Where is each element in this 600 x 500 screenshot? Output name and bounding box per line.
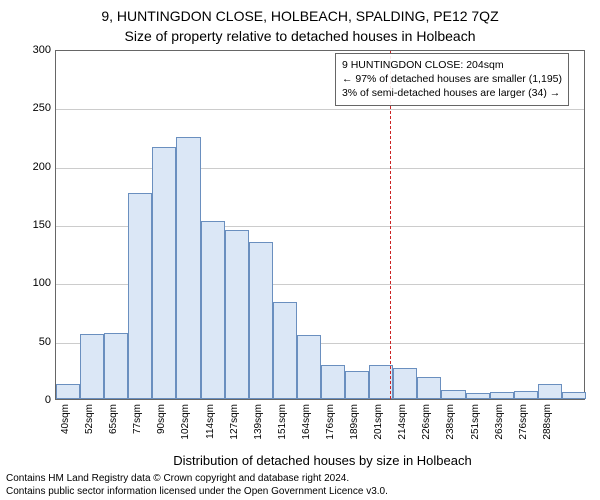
histogram-bar bbox=[201, 221, 225, 400]
histogram-bar bbox=[297, 335, 321, 399]
y-tick-label: 50 bbox=[11, 336, 51, 348]
x-tick-label: 102sqm bbox=[180, 404, 191, 464]
chart-subtitle: Size of property relative to detached ho… bbox=[0, 28, 600, 44]
x-tick-label: 189sqm bbox=[349, 404, 360, 464]
x-tick-label: 139sqm bbox=[253, 404, 264, 464]
gridline bbox=[56, 109, 584, 110]
x-tick-label: 77sqm bbox=[132, 404, 143, 464]
y-tick-label: 300 bbox=[11, 44, 51, 56]
annotation-box: 9 HUNTINGDON CLOSE: 204sqm ← 97% of detac… bbox=[335, 53, 569, 106]
histogram-bar bbox=[152, 147, 176, 399]
histogram-bar bbox=[56, 384, 80, 399]
histogram-bar bbox=[321, 365, 345, 399]
histogram-bar bbox=[441, 390, 465, 399]
histogram-bar bbox=[104, 333, 128, 400]
x-tick-label: 176sqm bbox=[325, 404, 336, 464]
plot-area: 9 HUNTINGDON CLOSE: 204sqm ← 97% of detac… bbox=[55, 50, 585, 400]
chart-title-address: 9, HUNTINGDON CLOSE, HOLBEACH, SPALDING,… bbox=[0, 8, 600, 24]
histogram-bar bbox=[490, 392, 514, 399]
y-tick-label: 0 bbox=[11, 394, 51, 406]
x-tick-label: 288sqm bbox=[542, 404, 553, 464]
y-tick-label: 150 bbox=[11, 219, 51, 231]
x-tick-label: 238sqm bbox=[445, 404, 456, 464]
histogram-bar bbox=[80, 334, 104, 399]
y-tick-label: 100 bbox=[11, 277, 51, 289]
histogram-bar bbox=[466, 393, 490, 399]
histogram-bar bbox=[176, 137, 200, 400]
gridline bbox=[56, 168, 584, 169]
x-tick-label: 65sqm bbox=[108, 404, 119, 464]
histogram-bar bbox=[514, 391, 538, 399]
x-tick-label: 226sqm bbox=[421, 404, 432, 464]
x-tick-label: 114sqm bbox=[205, 404, 216, 464]
x-tick-label: 90sqm bbox=[156, 404, 167, 464]
histogram-bar bbox=[225, 230, 249, 399]
x-tick-label: 263sqm bbox=[494, 404, 505, 464]
annotation-line2: ← 97% of detached houses are smaller (1,… bbox=[342, 73, 562, 85]
histogram-bar bbox=[273, 302, 297, 399]
x-tick-label: 214sqm bbox=[397, 404, 408, 464]
y-tick-label: 250 bbox=[11, 102, 51, 114]
x-tick-label: 151sqm bbox=[277, 404, 288, 464]
histogram-bar bbox=[562, 392, 586, 399]
histogram-bar bbox=[345, 371, 369, 399]
annotation-line1: 9 HUNTINGDON CLOSE: 204sqm bbox=[342, 59, 504, 71]
x-tick-label: 164sqm bbox=[301, 404, 312, 464]
histogram-bar bbox=[538, 384, 562, 399]
annotation-line3: 3% of semi-detached houses are larger (3… bbox=[342, 87, 560, 99]
histogram-bar bbox=[249, 242, 273, 400]
histogram-bar bbox=[393, 368, 417, 400]
x-tick-label: 276sqm bbox=[518, 404, 529, 464]
histogram-bar bbox=[128, 193, 152, 400]
footer-attribution: Contains HM Land Registry data © Crown c… bbox=[6, 472, 594, 498]
histogram-bar bbox=[417, 377, 441, 399]
footer-line2: Contains public sector information licen… bbox=[6, 486, 388, 497]
footer-line1: Contains HM Land Registry data © Crown c… bbox=[6, 473, 349, 484]
x-tick-label: 40sqm bbox=[60, 404, 71, 464]
x-tick-label: 127sqm bbox=[229, 404, 240, 464]
x-tick-label: 251sqm bbox=[470, 404, 481, 464]
x-tick-label: 52sqm bbox=[84, 404, 95, 464]
y-tick-label: 200 bbox=[11, 161, 51, 173]
x-tick-label: 201sqm bbox=[373, 404, 384, 464]
